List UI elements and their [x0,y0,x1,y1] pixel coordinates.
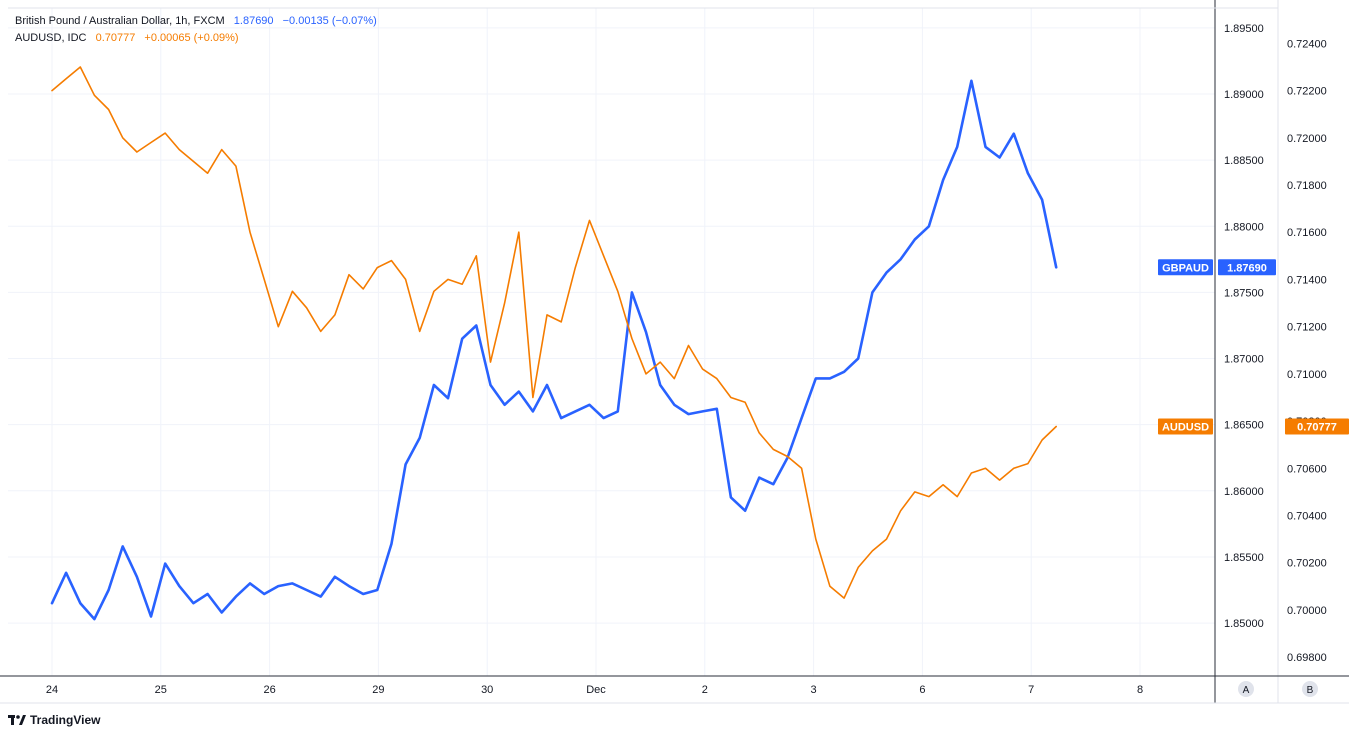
time-tick-label: 7 [1028,684,1034,696]
audusd-tick-label: 0.70600 [1287,463,1327,475]
audusd-tick-label: 0.72200 [1287,86,1327,98]
audusd-tick-label: 0.71800 [1287,180,1327,192]
audusd-tick-label: 0.71200 [1287,322,1327,334]
right-axis-auto-button[interactable] [1302,681,1318,697]
time-tick-label: 8 [1137,684,1143,696]
legend-audusd-name: AUDUSD, IDC [15,32,87,44]
audusd-tick-label: 0.72000 [1287,133,1327,145]
gbpaud-tick-label: 1.89000 [1224,89,1264,101]
audusd-value-last-label-text: 0.70777 [1297,422,1337,434]
series-line-gbpaud [50,79,1058,621]
time-tick-label: Dec [586,684,606,696]
last-price-labels: GBPAUD 1.87690 AUDUSD 0.70777 [1158,259,1349,435]
gbpaud-tick-label: 1.87000 [1224,354,1264,366]
gbpaud-tick-label: 1.86000 [1224,486,1264,498]
gbpaud-value-last-label-text: 1.87690 [1227,262,1267,274]
time-tick-label: 2 [702,684,708,696]
gbpaud-tick-label: 1.88500 [1224,155,1264,167]
gbpaud-value-last-label-box [1218,259,1276,276]
series-layer [50,66,1058,621]
gbpaud-tick-label: 1.88000 [1224,221,1264,233]
audusd-tick-label: 0.71000 [1287,369,1327,381]
audusd-tick-label: 0.72400 [1287,38,1327,50]
gbpaud-tick-label: 1.85000 [1224,618,1264,630]
audusd-price-axis[interactable]: 0.698000.700000.702000.704000.706000.708… [1287,38,1327,664]
time-tick-label: 25 [155,684,167,696]
gbpaud-last-label-box [1158,259,1213,276]
right-axis-auto-button-label: B [1307,685,1314,696]
legend-gbpaud-name: British Pound / Australian Dollar, 1h, F… [15,15,225,27]
legend-audusd-change: +0.00065 (+0.09%) [144,32,239,44]
legend-gbpaud-last: 1.87690 [233,15,274,27]
gbpaud-tick-label: 1.89500 [1224,23,1264,35]
tradingview-brand[interactable]: TradingView [8,713,100,727]
audusd-tick-label: 0.70400 [1287,510,1327,522]
time-tick-label: 6 [919,684,925,696]
legend-gbpaud[interactable]: British Pound / Australian Dollar, 1h, F… [15,14,377,28]
gbpaud-tick-label: 1.85500 [1224,552,1264,564]
left-axis-auto-button[interactable] [1238,681,1254,697]
series-line-audusd [51,66,1057,599]
audusd-tick-label: 0.71400 [1287,274,1327,286]
audusd-tick-label: 0.70200 [1287,558,1327,570]
time-tick-label: 30 [481,684,493,696]
tradingview-logo-icon [8,715,26,725]
audusd-tick-label: 0.71600 [1287,227,1327,239]
brand-label: TradingView [30,713,101,727]
gbpaud-last-label-text: GBPAUD [1162,262,1209,274]
legend-audusd[interactable]: AUDUSD, IDC 0.70777 +0.00065 (+0.09%) [15,31,239,45]
time-tick-label: 3 [811,684,817,696]
time-tick-label: 29 [372,684,384,696]
time-tick-label: 24 [46,684,58,696]
time-axis[interactable]: 24 25 26 29 30 Dec 2 3 6 7 8 [46,684,1143,696]
audusd-last-label-text: AUDUSD [1162,422,1209,434]
audusd-tick-label: 0.70000 [1287,605,1327,617]
chart-frame [0,0,1349,704]
left-axis-auto-button-label: A [1243,685,1250,696]
gbpaud-tick-label: 1.86500 [1224,420,1264,432]
legend-audusd-last: 0.70777 [95,32,136,44]
audusd-value-last-label-box [1285,418,1349,435]
legend-gbpaud-change: −0.00135 (−0.07%) [282,15,377,27]
audusd-last-label-box [1158,418,1213,435]
grid [8,8,1215,676]
time-tick-label: 26 [263,684,275,696]
gbpaud-price-axis[interactable]: 1.85000 1.85500 1.86000 1.86500 1.87000 1.875… [1224,23,1264,630]
gbpaud-tick-label: 1.87500 [1224,287,1264,299]
audusd-tick-label: 0.69800 [1287,652,1327,664]
